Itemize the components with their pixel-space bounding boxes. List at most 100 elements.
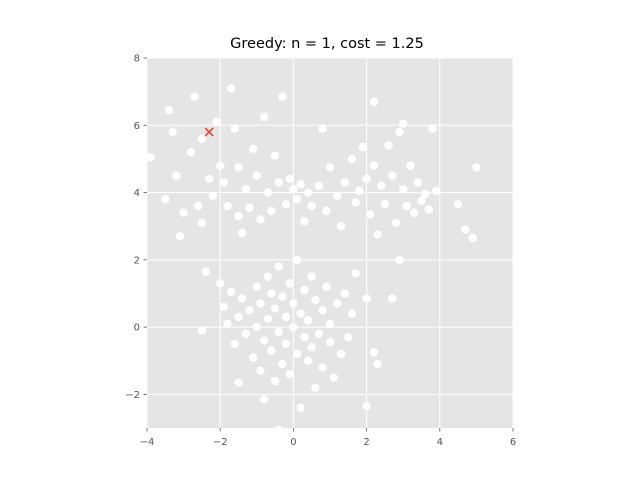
data-point (175, 232, 185, 241)
data-point (300, 285, 309, 295)
x-tick-label: 4 (437, 437, 443, 448)
data-point (424, 205, 434, 214)
y-tick-label: 4 (134, 188, 140, 199)
data-point (267, 289, 276, 298)
data-point (402, 201, 412, 211)
data-point (347, 309, 357, 318)
data-point (336, 349, 346, 359)
y-tick-label: −2 (125, 390, 140, 401)
grid-lines (146, 57, 514, 428)
data-point (278, 359, 287, 369)
data-point (248, 144, 258, 154)
data-point (223, 319, 232, 328)
data-point (241, 184, 251, 194)
data-point (252, 171, 261, 180)
x-tick-label: 2 (363, 437, 369, 448)
data-point (300, 332, 309, 342)
data-point (369, 161, 379, 170)
data-point (237, 294, 247, 303)
data-point (168, 127, 177, 137)
data-point (329, 373, 338, 382)
data-point (351, 198, 360, 207)
data-point (256, 215, 265, 224)
data-point (395, 127, 404, 137)
data-point (307, 343, 316, 352)
center-marker-stroke (204, 127, 214, 137)
x-tick-label: −4 (140, 437, 155, 448)
data-point (230, 339, 240, 349)
data-point (351, 269, 360, 278)
data-point (226, 84, 236, 93)
data-point (303, 356, 313, 365)
data-point (373, 230, 382, 239)
data-point (259, 336, 269, 345)
selected-center-marker (204, 127, 214, 137)
data-point (292, 255, 302, 265)
data-point (234, 312, 243, 322)
data-point (216, 279, 225, 288)
chart-title: Greedy: n = 1, cost = 1.25 (230, 36, 424, 52)
data-point (395, 255, 404, 265)
data-point (468, 233, 477, 243)
data-point (226, 287, 236, 296)
data-point (420, 190, 430, 199)
data-point (212, 117, 221, 127)
data-point (281, 200, 291, 209)
data-point (409, 208, 419, 217)
data-point (285, 174, 294, 184)
data-point (303, 188, 313, 197)
data-point (164, 105, 174, 115)
y-tick-label: 0 (134, 323, 140, 334)
data-point (237, 228, 247, 238)
data-point (205, 174, 214, 184)
data-point (281, 312, 291, 322)
data-point (274, 327, 283, 337)
data-point (245, 306, 254, 315)
data-point (263, 188, 272, 197)
data-point (241, 329, 251, 339)
data-point (325, 163, 335, 172)
data-point (278, 92, 287, 101)
data-point (399, 184, 408, 194)
x-tick-label: −2 (213, 437, 228, 448)
data-point (318, 306, 327, 315)
data-point (388, 294, 397, 303)
data-point (333, 191, 342, 201)
data-point (194, 201, 203, 211)
data-point (146, 153, 155, 162)
data-point (391, 218, 401, 228)
plot-area (147, 58, 513, 428)
data-point (314, 329, 324, 339)
data-point (431, 186, 441, 196)
data-point (259, 395, 269, 404)
data-point (369, 97, 379, 106)
data-points (146, 84, 481, 434)
y-tick-label: 6 (134, 121, 140, 132)
data-point (267, 346, 276, 355)
data-point (472, 163, 481, 172)
data-point (347, 154, 357, 164)
data-point (289, 184, 298, 194)
data-point (190, 92, 199, 101)
data-point (252, 282, 261, 291)
data-point (179, 208, 188, 217)
data-point (216, 161, 225, 170)
data-point (292, 349, 302, 359)
data-point (344, 332, 353, 342)
data-point (223, 201, 232, 211)
data-point (263, 314, 272, 323)
data-point (307, 201, 316, 211)
data-point (270, 376, 280, 386)
data-point (325, 319, 335, 328)
data-point (259, 112, 269, 122)
data-point (428, 124, 437, 133)
data-point (274, 262, 283, 271)
data-point (322, 206, 331, 216)
data-point (252, 322, 261, 332)
data-point (340, 289, 349, 298)
data-point (336, 221, 346, 231)
data-point (366, 210, 375, 219)
data-point (248, 353, 258, 362)
data-point (311, 383, 320, 392)
